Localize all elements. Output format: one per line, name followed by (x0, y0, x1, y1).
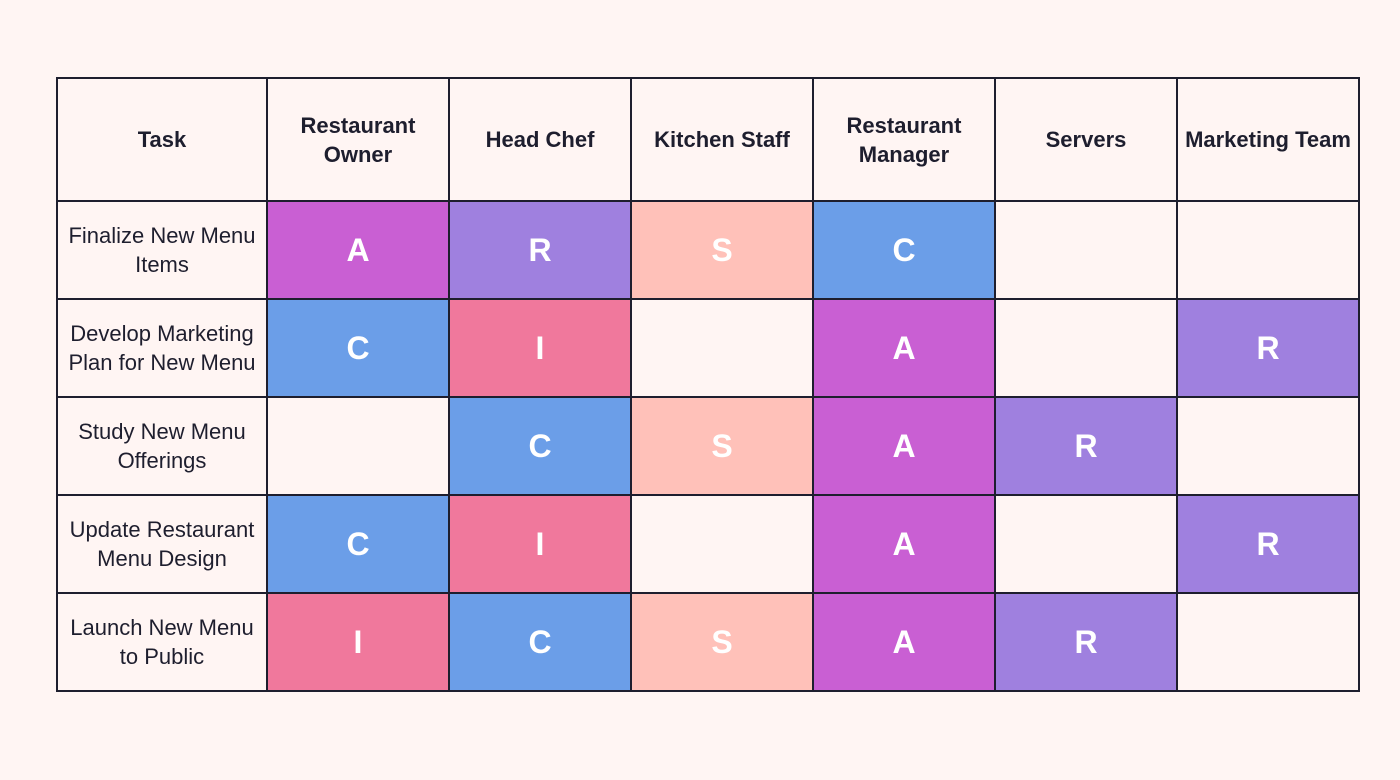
header-cell: Restaurant Manager (812, 77, 996, 202)
empty-cell (630, 494, 814, 594)
header-cell: Restaurant Owner (266, 77, 450, 202)
role-cell: A (812, 298, 996, 398)
role-cell: A (266, 200, 450, 300)
role-cell: R (994, 396, 1178, 496)
role-cell: S (630, 592, 814, 692)
task-cell: Study New Menu Offerings (56, 396, 268, 496)
task-cell: Update Restaurant Menu Design (56, 494, 268, 594)
empty-cell (630, 298, 814, 398)
header-cell: Task (56, 77, 268, 202)
role-cell: R (1176, 494, 1360, 594)
header-cell: Marketing Team (1176, 77, 1360, 202)
empty-cell (266, 396, 450, 496)
header-cell: Kitchen Staff (630, 77, 814, 202)
role-cell: A (812, 396, 996, 496)
empty-cell (1176, 592, 1360, 692)
empty-cell (994, 298, 1178, 398)
table-body: Finalize New Menu Items A R S C Develop Marke… (56, 200, 1360, 692)
raci-table: Task Restaurant Owner Head Chef Kitchen Sta… (56, 77, 1360, 692)
table-row: Update Restaurant Menu Design C I A R (56, 494, 1360, 594)
table-row: Develop Marketing Plan for New Menu C I A R (56, 298, 1360, 398)
role-cell: S (630, 396, 814, 496)
role-cell: C (812, 200, 996, 300)
empty-cell (994, 200, 1178, 300)
role-cell: I (448, 298, 632, 398)
role-cell: R (994, 592, 1178, 692)
role-cell: I (266, 592, 450, 692)
role-cell: S (630, 200, 814, 300)
table-row: Study New Menu Offerings C S A R (56, 396, 1360, 496)
role-cell: A (812, 494, 996, 594)
table-row: Finalize New Menu Items A R S C (56, 200, 1360, 300)
task-cell: Launch New Menu to Public (56, 592, 268, 692)
empty-cell (1176, 200, 1360, 300)
role-cell: I (448, 494, 632, 594)
task-cell: Develop Marketing Plan for New Menu (56, 298, 268, 398)
header-cell: Head Chef (448, 77, 632, 202)
role-cell: R (1176, 298, 1360, 398)
empty-cell (1176, 396, 1360, 496)
role-cell: C (266, 494, 450, 594)
role-cell: C (266, 298, 450, 398)
task-cell: Finalize New Menu Items (56, 200, 268, 300)
header-cell: Servers (994, 77, 1178, 202)
empty-cell (994, 494, 1178, 594)
role-cell: C (448, 396, 632, 496)
role-cell: A (812, 592, 996, 692)
table-row: Launch New Menu to Public I C S A R (56, 592, 1360, 692)
role-cell: R (448, 200, 632, 300)
header-row: Task Restaurant Owner Head Chef Kitchen Sta… (56, 77, 1360, 202)
role-cell: C (448, 592, 632, 692)
